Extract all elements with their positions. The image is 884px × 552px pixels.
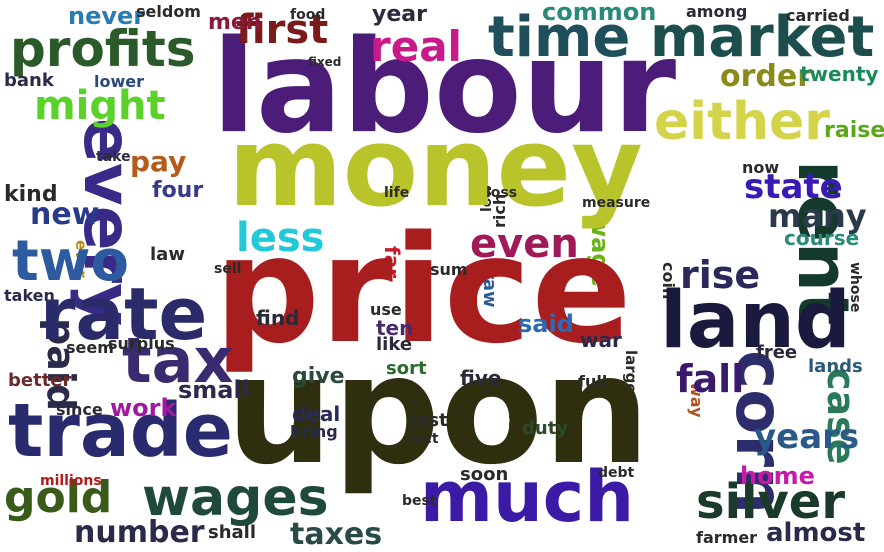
word-fall: fall <box>676 357 745 401</box>
word-debt: debt <box>598 465 635 481</box>
word-even: even <box>470 221 579 267</box>
word-never: never <box>68 2 146 30</box>
word-common: common <box>542 0 657 26</box>
word-bring: bring <box>290 422 338 441</box>
word-food: food <box>290 7 326 23</box>
word-said: said <box>518 310 574 338</box>
word-rate: rate <box>40 272 208 356</box>
word-duty: duty <box>522 418 569 439</box>
word-order: order <box>720 59 813 94</box>
word-might: might <box>34 83 166 129</box>
word-time: time <box>488 5 631 70</box>
word-small: small <box>178 376 250 404</box>
word-sell: sell <box>214 261 242 277</box>
word-seem: seem <box>66 338 114 357</box>
word-fact: fact <box>408 431 439 447</box>
word-five: five <box>460 366 502 390</box>
word-less: less <box>236 215 325 261</box>
word-course: course <box>784 226 860 250</box>
word-give: give <box>292 364 345 389</box>
word-shall: shall <box>208 522 257 543</box>
word-money: money <box>228 103 643 231</box>
word-taxes: taxes <box>290 517 383 552</box>
word-last: last <box>410 410 448 431</box>
word-ten: ten <box>376 316 414 340</box>
word-twenty: twenty <box>800 62 879 86</box>
word-better: better <box>8 370 72 391</box>
word-four: four <box>152 178 204 203</box>
word-measure: measure <box>582 195 651 211</box>
word-soon: soon <box>460 464 509 485</box>
word-farmer: farmer <box>696 528 758 547</box>
word-law: law <box>150 244 185 265</box>
word-much: much <box>420 456 635 538</box>
word-full: full <box>578 372 608 391</box>
word-deal: deal <box>292 402 341 426</box>
word-state: state <box>744 167 843 207</box>
word-now: now <box>742 158 780 177</box>
word-seldom: seldom <box>136 2 201 21</box>
word-rise: rise <box>680 253 761 297</box>
word-year: year <box>372 2 427 27</box>
word-sort: sort <box>386 358 427 379</box>
word-upon: upon <box>226 324 650 498</box>
word-wages: wages <box>142 468 329 528</box>
word-best: best <box>402 493 437 509</box>
word-home: home <box>740 462 815 490</box>
word-real: real <box>370 22 462 71</box>
word-taken: taken <box>4 286 55 305</box>
word-profits: profits <box>10 20 196 78</box>
word-work: work <box>110 394 177 422</box>
word-gold: gold <box>4 472 113 523</box>
word-millions: millions <box>40 473 102 489</box>
word-kind: kind <box>4 182 58 207</box>
word-free: free <box>756 342 798 363</box>
word-since: since <box>56 400 103 419</box>
word-many: many <box>768 197 867 235</box>
word-either: either <box>654 92 830 152</box>
word-tax: tax <box>122 324 234 397</box>
word-pay: pay <box>130 145 187 178</box>
word-fixed: fixed <box>308 55 342 69</box>
word-lower: lower <box>94 72 144 91</box>
word-surplus: surplus <box>108 334 175 353</box>
word-take: take <box>96 149 131 165</box>
word-like: like <box>376 334 413 355</box>
word-raise: raise <box>824 118 884 143</box>
word-new: new <box>30 197 100 232</box>
word-two: two <box>12 229 129 294</box>
word-number: number <box>74 515 205 550</box>
word-bank: bank <box>4 70 54 91</box>
word-use: use <box>370 300 402 319</box>
word-price: price <box>214 204 632 376</box>
word-among: among <box>686 2 748 21</box>
word-men: men <box>208 10 262 35</box>
word-almost: almost <box>766 518 866 548</box>
word-loss: loss <box>486 185 518 201</box>
word-silver: silver <box>696 474 845 530</box>
word-labour: labour <box>212 13 677 162</box>
word-market: market <box>650 5 875 70</box>
word-life: life <box>384 185 410 201</box>
word-trade: trade <box>8 388 233 474</box>
word-land: land <box>660 276 851 366</box>
word-lands: lands <box>808 356 863 377</box>
word-sum: sum <box>430 260 468 279</box>
word-years: years <box>754 417 860 457</box>
word-war: war <box>580 328 622 352</box>
word-find: find <box>256 306 300 330</box>
word-carried: carried <box>786 6 850 25</box>
word-first: first <box>236 7 329 53</box>
